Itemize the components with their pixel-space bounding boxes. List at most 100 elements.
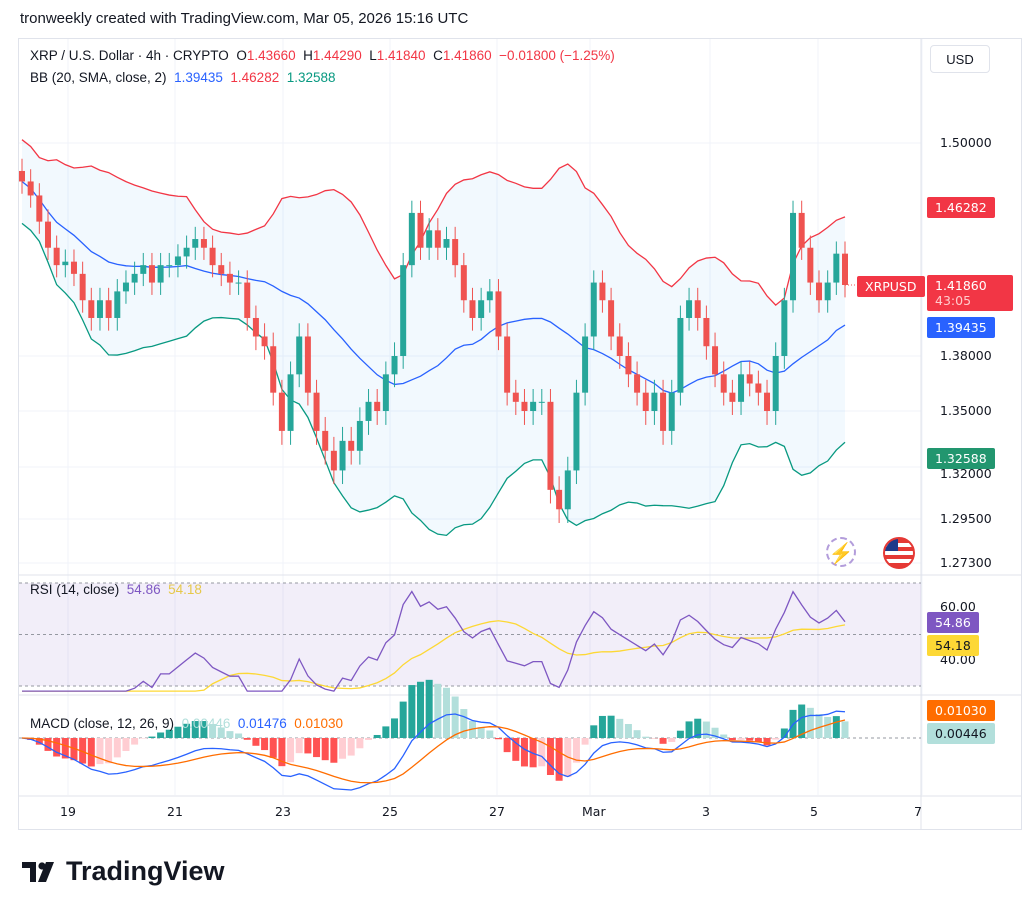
macd-signal-value: 0.01030 xyxy=(294,716,344,731)
candle-body xyxy=(382,374,389,411)
macd-histogram-bar xyxy=(417,681,425,738)
macd-histogram-bar xyxy=(503,738,511,753)
macd-histogram-bar xyxy=(243,738,251,740)
macd-histogram-bar xyxy=(486,730,494,738)
macd-histogram-bar xyxy=(451,696,459,738)
macd-histogram-bar xyxy=(391,718,399,738)
macd-histogram-bar xyxy=(148,736,156,738)
candle-body xyxy=(278,392,285,431)
candle-body xyxy=(417,212,424,248)
candle-body xyxy=(478,300,485,318)
candle-body xyxy=(356,420,363,451)
rsi-legend: RSI (14, close) 54.86 54.18 xyxy=(30,582,202,597)
candle-body xyxy=(374,401,381,411)
bb-upper-price-tag: 1.46282 xyxy=(927,197,995,218)
macd-histogram-bar xyxy=(754,738,762,743)
candle-body xyxy=(452,239,459,266)
candle-body xyxy=(391,356,398,375)
candle-body xyxy=(287,374,294,431)
bb-label[interactable]: BB (20, SMA, close, 2) xyxy=(30,70,167,85)
macd-histogram-bar xyxy=(165,729,173,738)
candle-body xyxy=(504,336,511,393)
close-value: 1.41860 xyxy=(442,48,492,63)
candle-body xyxy=(608,300,615,337)
candle-body xyxy=(590,282,597,337)
candle-body xyxy=(573,392,580,471)
date-tick: 21 xyxy=(167,804,183,819)
macd-histogram-bar xyxy=(659,738,667,744)
rsi-label[interactable]: RSI (14, close) xyxy=(30,582,120,597)
date-tick: 5 xyxy=(810,804,818,819)
us-flag-icon[interactable] xyxy=(883,537,915,569)
macd-histogram-bar xyxy=(35,738,43,745)
candle-body xyxy=(183,247,190,257)
candle-body xyxy=(781,300,788,356)
macd-label[interactable]: MACD (close, 12, 26, 9) xyxy=(30,716,175,731)
symbol-legend: XRP / U.S. Dollar · 4h · CRYPTO O1.43660… xyxy=(30,48,615,63)
candle-body xyxy=(729,392,736,402)
candle-body xyxy=(88,300,95,318)
rsi-value-tag: 54.86 xyxy=(927,612,979,633)
macd-histogram-bar xyxy=(174,726,182,738)
date-tick: 27 xyxy=(489,804,505,819)
tradingview-logo[interactable]: TradingView xyxy=(22,856,225,887)
macd-histogram-bar xyxy=(772,738,780,740)
candle-body xyxy=(512,392,519,402)
macd-histogram-bar xyxy=(295,738,303,754)
rsi-ma-line xyxy=(22,620,846,692)
candle-body xyxy=(824,282,831,301)
chart-credit: tronweekly created with TradingView.com,… xyxy=(20,10,469,27)
candle-body xyxy=(530,401,537,411)
macd-histogram-bar xyxy=(209,723,217,738)
candle-body xyxy=(538,401,545,403)
lightning-replay-icon[interactable]: ⚡ xyxy=(826,537,856,567)
macd-histogram-bar xyxy=(746,738,754,741)
macd-histogram-bar xyxy=(642,736,650,738)
candle-body xyxy=(556,489,563,510)
candle-body xyxy=(122,282,129,292)
macd-histogram-bar xyxy=(607,715,615,738)
candle-body xyxy=(694,300,701,318)
price-tick: 1.27300 xyxy=(940,555,992,570)
macd-histogram-bar xyxy=(624,724,632,738)
candle-body xyxy=(148,265,155,283)
candle-body xyxy=(625,356,632,375)
macd-histogram-bar xyxy=(399,701,407,738)
candle-body xyxy=(651,392,658,411)
macd-histogram-bar xyxy=(408,685,416,738)
macd-histogram-bar xyxy=(460,709,468,738)
macd-histogram-bar xyxy=(442,687,450,738)
candle-body xyxy=(686,300,693,318)
candle-body xyxy=(720,374,727,393)
macd-histogram-bar xyxy=(183,723,191,738)
candle-body xyxy=(36,195,43,222)
macd-histogram-bar xyxy=(252,738,260,746)
candle-body xyxy=(668,392,675,431)
macd-histogram-bar xyxy=(339,738,347,759)
macd-histogram-bar xyxy=(841,721,849,738)
macd-histogram-bar xyxy=(512,738,520,761)
price-tick: 1.50000 xyxy=(940,135,992,150)
candle-body xyxy=(434,230,441,248)
macd-histogram-bar xyxy=(122,738,130,751)
macd-histogram-bar xyxy=(313,738,321,758)
macd-histogram-bar xyxy=(806,707,814,738)
macd-histogram-bar xyxy=(728,738,736,741)
macd-histogram-bar xyxy=(555,738,563,781)
macd-histogram-bar xyxy=(131,738,139,745)
currency-button[interactable]: USD xyxy=(930,45,990,73)
macd-histogram-bar xyxy=(694,718,702,738)
bb-lower-price-tag: 1.32588 xyxy=(927,448,995,469)
macd-histogram-bar xyxy=(53,738,61,757)
candle-body xyxy=(833,253,840,283)
symbol-title[interactable]: XRP / U.S. Dollar · 4h · CRYPTO xyxy=(30,48,229,63)
candle-body xyxy=(443,239,450,248)
macd-histogram-bar xyxy=(520,738,528,767)
macd-histogram-bar xyxy=(278,738,286,767)
macd-histogram-bar xyxy=(382,726,390,738)
macd-histogram-bar xyxy=(200,721,208,738)
candle-body xyxy=(712,346,719,375)
macd-histogram-bar xyxy=(590,725,598,738)
macd-histogram-bar xyxy=(287,738,295,763)
